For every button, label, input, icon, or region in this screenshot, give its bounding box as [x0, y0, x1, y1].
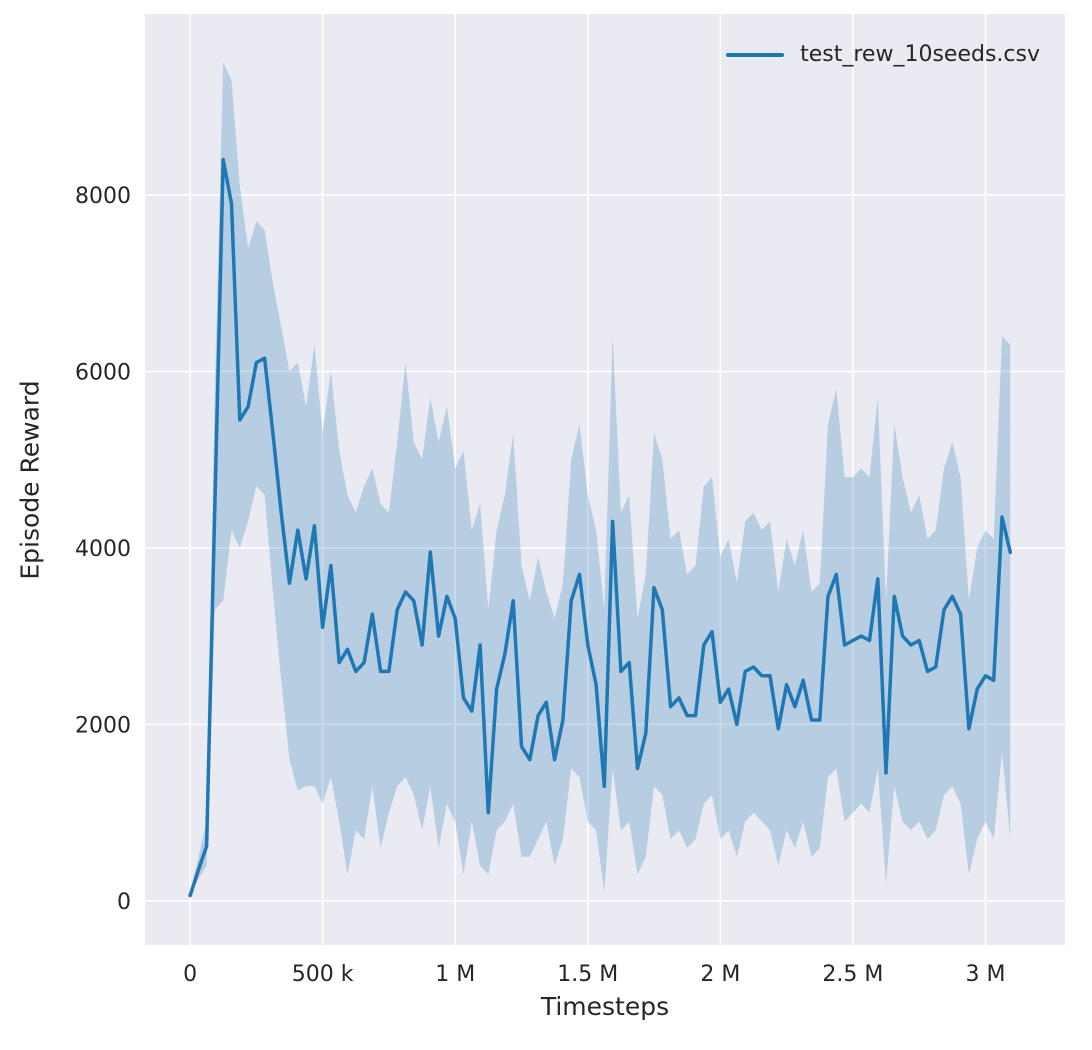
y-tick-label: 0	[117, 890, 131, 915]
y-tick-label: 6000	[75, 360, 131, 385]
x-tick-label: 0	[183, 962, 197, 987]
y-tick-label: 8000	[75, 184, 131, 209]
y-axis-label: Episode Reward	[15, 380, 45, 580]
y-tick-label: 4000	[75, 537, 131, 562]
legend-label: test_rew_10seeds.csv	[800, 42, 1040, 67]
x-tick-label: 2.5 M	[822, 962, 883, 987]
mean-line	[188, 157, 1013, 898]
axes-background	[145, 14, 1065, 945]
x-tick-label: 500 k	[292, 962, 354, 987]
x-tick-label: 2 M	[700, 962, 740, 987]
x-tick-label: 1.5 M	[557, 962, 618, 987]
x-axis-label: Timesteps	[540, 992, 670, 1021]
x-tick-label: 1 M	[435, 962, 475, 987]
legend-line-swatch	[726, 52, 785, 57]
y-tick-label: 2000	[75, 713, 131, 738]
legend: test_rew_10seeds.csv	[726, 42, 1040, 67]
x-tick-label: 3 M	[965, 962, 1005, 987]
